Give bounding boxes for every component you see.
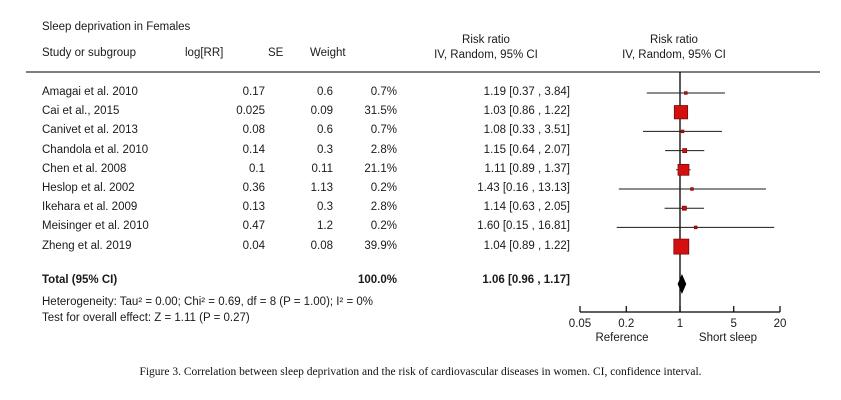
total-row: Total (95% CI) 100.0% 1.06 [0.96 , 1.17] xyxy=(0,274,600,289)
axis-left-label: Reference xyxy=(595,332,648,344)
total-label: Total (95% CI) xyxy=(42,274,118,286)
cell-study: Chandola et al. 2010 xyxy=(42,143,149,156)
header-separator-line xyxy=(26,71,820,73)
cell-weight: 21.1% xyxy=(364,162,397,175)
marker-square xyxy=(682,148,688,153)
study-row: Chandola et al. 2010 0.14 0.3 2.8% 1.15 [0.6… xyxy=(0,144,600,159)
study-row: Heslop et al. 2002 0.36 1.13 0.2% 1.43 [0.16… xyxy=(0,182,600,197)
col-header-risk-ratio-plot: Risk ratio IV, Random, 95% CI xyxy=(594,33,754,63)
cell-weight: 39.9% xyxy=(364,239,397,252)
cell-ci: 1.15 [0.64 , 2.07] xyxy=(483,143,570,156)
cell-logrr: 0.14 xyxy=(242,143,265,156)
marker-square xyxy=(677,163,690,176)
col-header-se: SE xyxy=(268,47,284,59)
cell-ci: 1.14 [0.63 , 2.05] xyxy=(483,201,570,214)
figure-caption: Figure 3. Correlation between sleep depr… xyxy=(139,366,702,378)
cell-study: Meisinger et al. 2010 xyxy=(42,220,149,233)
study-row: Meisinger et al. 2010 0.47 1.2 0.2% 1.60 [0.… xyxy=(0,220,600,235)
cell-logrr: 0.13 xyxy=(242,201,265,214)
study-row: Ikehara et al. 2009 0.13 0.3 2.8% 1.14 [0.63… xyxy=(0,201,600,216)
cell-study: Zheng et al. 2019 xyxy=(42,239,132,252)
cell-se: 0.3 xyxy=(317,143,333,156)
cell-logrr: 0.04 xyxy=(242,239,265,252)
cell-se: 1.2 xyxy=(317,220,333,233)
cell-se: 0.6 xyxy=(317,124,333,137)
risk-ratio-label: Risk ratio xyxy=(462,34,510,46)
col-header-weight: Weight xyxy=(310,47,346,59)
cell-weight: 0.7% xyxy=(370,86,397,98)
x-axis-tick-label: 1 xyxy=(677,318,683,330)
cell-logrr: 0.17 xyxy=(242,86,265,98)
cell-logrr: 0.36 xyxy=(242,182,265,194)
model-label: IV, Random, 95% CI xyxy=(434,49,538,61)
forest-plot-canvas: 0.05 0.2 1 5 20 Reference Short sleep xyxy=(569,72,787,344)
risk-ratio-label: Risk ratio xyxy=(650,34,698,46)
total-diamond xyxy=(677,274,687,294)
heterogeneity-stats: Heterogeneity: Tau² = 0.00; Chi² = 0.69,… xyxy=(42,296,374,308)
cell-ci: 1.43 [0.16 , 13.13] xyxy=(477,182,570,194)
marker-square xyxy=(673,238,690,255)
x-axis-tick-label: 20 xyxy=(774,318,787,330)
study-row: Zheng et al. 2019 0.04 0.08 39.9% 1.04 [0.89… xyxy=(0,240,600,255)
cell-logrr: 0.47 xyxy=(242,220,265,233)
axis-right-label: Short sleep xyxy=(699,332,757,344)
cell-se: 0.6 xyxy=(317,86,333,98)
model-label: IV, Random, 95% CI xyxy=(622,49,726,61)
cell-weight: 0.2% xyxy=(370,182,397,194)
cell-se: 1.13 xyxy=(310,182,333,194)
marker-square xyxy=(690,187,694,191)
col-header-risk-ratio-text: Risk ratio IV, Random, 95% CI xyxy=(406,33,566,63)
marker-square xyxy=(673,105,689,120)
cell-se: 0.11 xyxy=(311,162,333,175)
x-axis-tick-label: 0.2 xyxy=(618,318,634,330)
cell-weight: 0.2% xyxy=(370,220,397,233)
cell-study: Cai et al., 2015 xyxy=(42,105,120,118)
cell-ci: 1.03 [0.86 , 1.22] xyxy=(483,105,570,118)
cell-weight: 2.8% xyxy=(370,143,397,156)
marker-square xyxy=(680,129,685,134)
cell-weight: 0.7% xyxy=(370,124,397,137)
total-weight: 100.0% xyxy=(357,274,397,286)
cell-logrr: 0.025 xyxy=(236,105,265,118)
cell-study: Amagai et al. 2010 xyxy=(42,86,138,98)
col-header-study: Study or subgroup xyxy=(42,47,136,59)
total-ci: 1.06 [0.96 , 1.17] xyxy=(482,274,570,286)
subgroup-title: Sleep deprivation in Females xyxy=(42,21,191,33)
cell-ci: 1.60 [0.15 , 16.81] xyxy=(477,220,570,233)
cell-se: 0.3 xyxy=(317,201,333,214)
cell-study: Heslop et al. 2002 xyxy=(42,182,135,194)
cell-weight: 31.5% xyxy=(364,105,397,118)
cell-study: Chen et al. 2008 xyxy=(42,162,127,175)
x-axis-tick-label: 0.05 xyxy=(569,318,591,330)
study-row: Cai et al., 2015 0.025 0.09 31.5% 1.03 [0.86… xyxy=(0,105,600,120)
x-axis-tick-label: 5 xyxy=(731,318,737,330)
cell-ci: 1.11 [0.89 , 1.37] xyxy=(484,162,570,175)
cell-study: Ikehara et al. 2009 xyxy=(42,201,138,214)
study-row: Amagai et al. 2010 0.17 0.6 0.7% 1.19 [0.37 … xyxy=(0,86,600,101)
study-row: Canivet et al. 2013 0.08 0.6 0.7% 1.08 [0.33… xyxy=(0,124,600,139)
study-row: Chen et al. 2008 0.1 0.11 21.1% 1.11 [0.89 ,… xyxy=(0,163,600,178)
cell-ci: 1.04 [0.89 , 1.22] xyxy=(483,239,570,252)
cell-logrr: 0.08 xyxy=(242,124,265,137)
cell-se: 0.08 xyxy=(310,239,333,252)
marker-square xyxy=(681,205,687,211)
col-header-logrr: log[RR] xyxy=(185,47,224,59)
cell-se: 0.09 xyxy=(310,105,333,118)
cell-ci: 1.19 [0.37 , 3.84] xyxy=(483,86,570,98)
cell-ci: 1.08 [0.33 , 3.51] xyxy=(483,124,570,137)
marker-square xyxy=(684,91,688,95)
overall-effect-test: Test for overall effect: Z = 1.11 (P = 0… xyxy=(42,312,250,324)
cell-weight: 2.8% xyxy=(370,201,397,214)
cell-logrr: 0.1 xyxy=(249,162,265,175)
marker-square xyxy=(693,225,698,230)
cell-study: Canivet et al. 2013 xyxy=(42,124,138,137)
